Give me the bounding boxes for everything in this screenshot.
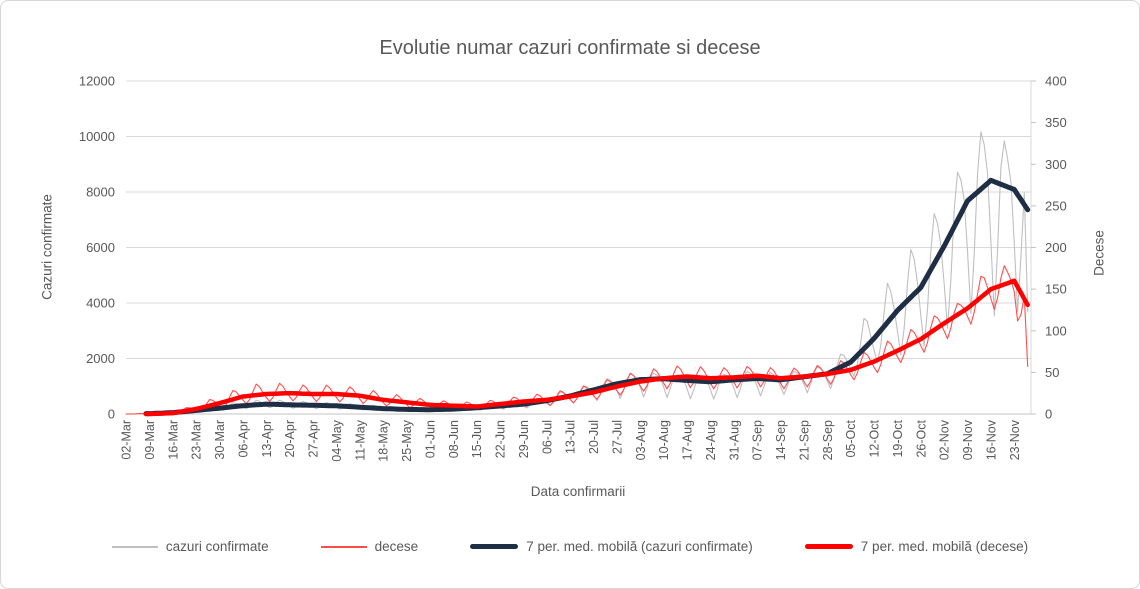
x-tick-label: 10-Aug [657, 420, 671, 460]
x-tick-label: 25-May [400, 419, 414, 461]
x-tick-label: 11-May [353, 419, 367, 461]
x-tick-label: 15-Jun [470, 420, 484, 458]
y-left-tick-label: 10000 [79, 129, 115, 144]
y-left-tick-label: 2000 [86, 351, 115, 366]
x-tick-label: 13-Jul [564, 420, 578, 454]
x-tick-label: 14-Sep [774, 420, 788, 460]
x-tick-label: 01-Jun [423, 420, 437, 458]
legend-item-ma-cazuri: 7 per. med. mobilă (cazuri confirmate) [470, 539, 753, 554]
x-tick-label: 23-Mar [190, 420, 204, 460]
y-right-tick-label: 350 [1045, 115, 1067, 130]
series-line-cazuri-confirmate [125, 131, 1029, 415]
x-tick-label: 09-Nov [961, 419, 975, 460]
x-tick-label: 02-Nov [938, 419, 952, 460]
legend-item-ma-decese: 7 per. med. mobilă (decese) [804, 539, 1029, 554]
x-tick-label: 08-Jun [447, 420, 461, 458]
x-tick-label: 30-Mar [213, 420, 227, 460]
legend-label: 7 per. med. mobilă (decese) [860, 539, 1029, 554]
x-tick-label: 20-Jul [587, 420, 601, 454]
x-tick-label: 24-Aug [704, 420, 718, 460]
x-tick-label: 29-Jun [517, 420, 531, 458]
x-tick-label: 03-Aug [634, 420, 648, 460]
x-tick-label: 16-Nov [984, 419, 998, 460]
legend-label: decese [374, 539, 419, 554]
x-tick-label: 16-Mar [166, 420, 180, 460]
y-right-tick-label: 250 [1045, 199, 1067, 214]
x-tick-label: 31-Aug [727, 420, 741, 460]
x-tick-label: 22-Jun [494, 420, 508, 458]
legend-item-decese: decese [320, 539, 419, 554]
x-tick-label: 04-May [330, 419, 344, 461]
legend-line-sample-red-thin [320, 545, 367, 548]
series-line-ma-cazuri-confirmate [143, 177, 1031, 417]
x-tick-label: 13-Apr [260, 420, 274, 458]
y-left-tick-label: 4000 [86, 296, 115, 311]
y-right-tick-label: 300 [1045, 157, 1067, 172]
x-tick-label: 12-Oct [868, 419, 882, 457]
legend-label: cazuri confirmate [165, 539, 269, 554]
chart-legend: cazuri confirmate decese 7 per. med. mob… [1, 539, 1139, 554]
y-right-tick-label: 150 [1045, 282, 1067, 297]
series-line-decese [125, 265, 1029, 415]
x-tick-label: 17-Aug [681, 420, 695, 460]
y-left-tick-label: 0 [108, 407, 115, 422]
chart-title: Evolutie numar cazuri confirmate si dece… [379, 37, 761, 59]
y-left-tick-label: 12000 [79, 74, 115, 89]
x-tick-label: 05-Oct [844, 419, 858, 457]
series-line-ma-decese [143, 278, 1030, 417]
x-tick-label: 28-Sep [821, 420, 835, 460]
legend-item-cazuri-confirmate: cazuri confirmate [111, 539, 269, 554]
x-tick-label: 21-Sep [797, 420, 811, 460]
y-right-tick-label: 200 [1045, 240, 1067, 255]
x-tick-label: 09-Mar [143, 420, 157, 460]
x-tick-label: 27-Apr [307, 420, 321, 458]
x-tick-label: 06-Jul [540, 420, 554, 454]
x-axis-title: Data confirmarii [530, 484, 626, 499]
y-right-tick-label: 0 [1045, 407, 1052, 422]
y-left-tick-label: 6000 [86, 240, 115, 255]
legend-line-sample-gray [111, 545, 158, 548]
x-tick-label: 23-Nov [1008, 419, 1022, 460]
x-tick-label: 18-May [377, 419, 391, 461]
legend-line-sample-red-thick [804, 544, 853, 549]
legend-line-sample-navy-thick [470, 544, 519, 549]
x-tick-label: 27-Jul [610, 420, 624, 454]
x-tick-label: 02-Mar [120, 420, 134, 460]
x-tick-label: 20-Apr [283, 420, 297, 458]
y-right-tick-label: 50 [1045, 365, 1059, 380]
x-tick-label: 06-Apr [236, 420, 250, 458]
x-tick-label: 19-Oct [891, 419, 905, 457]
y-right-tick-label: 100 [1045, 323, 1067, 338]
y-left-tick-label: 8000 [86, 185, 115, 200]
y-right-tick-label: 400 [1045, 74, 1067, 89]
legend-label: 7 per. med. mobilă (cazuri confirmate) [526, 539, 753, 554]
x-tick-label: 26-Oct [914, 419, 928, 457]
x-tick-label: 07-Sep [751, 420, 765, 460]
